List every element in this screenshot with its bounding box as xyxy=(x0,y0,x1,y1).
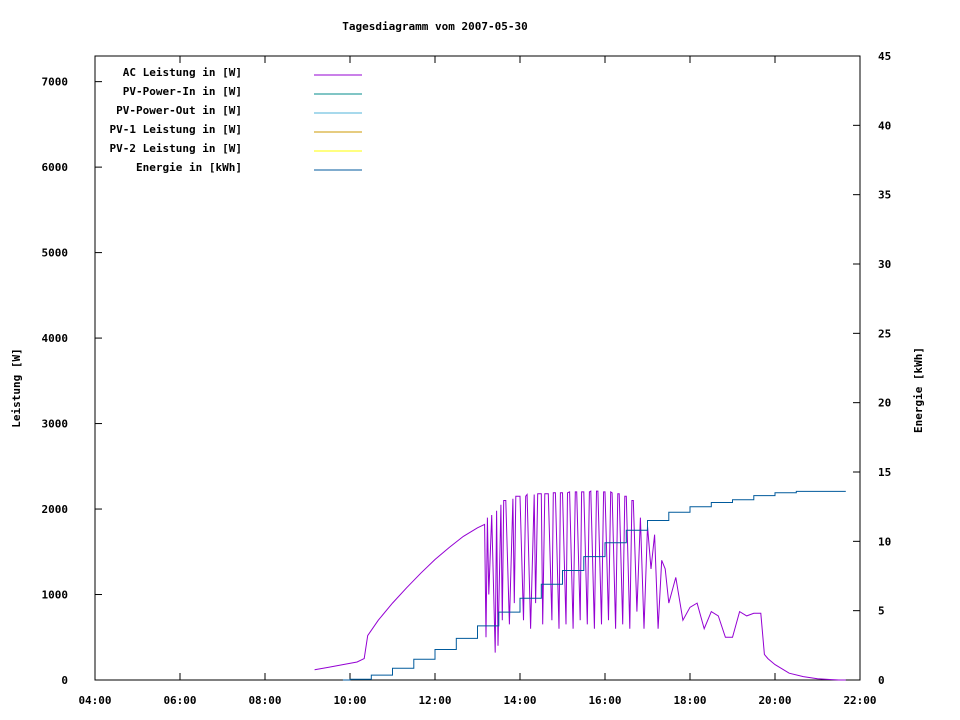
series-layer xyxy=(314,490,846,681)
y-tick-label: 4000 xyxy=(42,332,69,345)
legend: AC Leistung in [W] PV-Power-In in [W] PV-P… xyxy=(110,66,362,174)
y2-tick-label: 30 xyxy=(878,258,891,271)
y-tick-label: 0 xyxy=(61,674,68,687)
y2-tick-label: 25 xyxy=(878,327,891,340)
x-tick-label: 18:00 xyxy=(673,694,706,707)
y-axis-right: 0 5 10 15 20 25 30 35 40 45 xyxy=(853,50,891,687)
series-line-5 xyxy=(342,490,846,681)
legend-label: PV-2 Leistung in [W] xyxy=(110,142,242,155)
y-tick-label: 3000 xyxy=(42,418,69,431)
legend-label: PV-Power-In in [W] xyxy=(123,85,242,98)
series-line-0 xyxy=(314,490,846,681)
y2-tick-label: 10 xyxy=(878,535,891,548)
x-tick-label: 20:00 xyxy=(758,694,791,707)
y-tick-label: 2000 xyxy=(42,503,69,516)
y2-tick-label: 45 xyxy=(878,50,891,63)
y2-tick-label: 5 xyxy=(878,605,885,618)
y2-tick-label: 40 xyxy=(878,119,891,132)
y2-tick-label: 15 xyxy=(878,466,891,479)
x-tick-label: 16:00 xyxy=(588,694,621,707)
x-tick-label: 04:00 xyxy=(78,694,111,707)
x-tick-label: 06:00 xyxy=(163,694,196,707)
x-tick-label: 12:00 xyxy=(418,694,451,707)
y-tick-label: 6000 xyxy=(42,161,69,174)
y-tick-label: 1000 xyxy=(42,589,69,602)
y-tick-label: 5000 xyxy=(42,247,69,260)
chart-title: Tagesdiagramm vom 2007-05-30 xyxy=(342,20,527,33)
y2-tick-label: 0 xyxy=(878,674,885,687)
y-axis-label: Leistung [W] xyxy=(10,348,23,427)
y2-tick-label: 35 xyxy=(878,189,891,202)
x-tick-label: 22:00 xyxy=(843,694,876,707)
x-tick-label: 10:00 xyxy=(333,694,366,707)
y-tick-label: 7000 xyxy=(42,76,69,89)
legend-label: Energie in [kWh] xyxy=(136,161,242,174)
y2-tick-label: 20 xyxy=(878,397,891,410)
legend-label: AC Leistung in [W] xyxy=(123,66,242,79)
plot-frame xyxy=(94,55,861,681)
legend-label: PV-1 Leistung in [W] xyxy=(110,123,242,136)
x-axis: 04:00 06:00 08:00 10:00 12:00 14:00 16:00 18:00… xyxy=(78,56,877,707)
x-tick-label: 14:00 xyxy=(503,694,536,707)
legend-label: PV-Power-Out in [W] xyxy=(116,104,242,117)
x-tick-label: 08:00 xyxy=(248,694,281,707)
y-axis-left: 0 1000 2000 3000 4000 5000 6000 7000 xyxy=(42,76,102,687)
y2-axis-label: Energie [kWh] xyxy=(912,347,925,433)
